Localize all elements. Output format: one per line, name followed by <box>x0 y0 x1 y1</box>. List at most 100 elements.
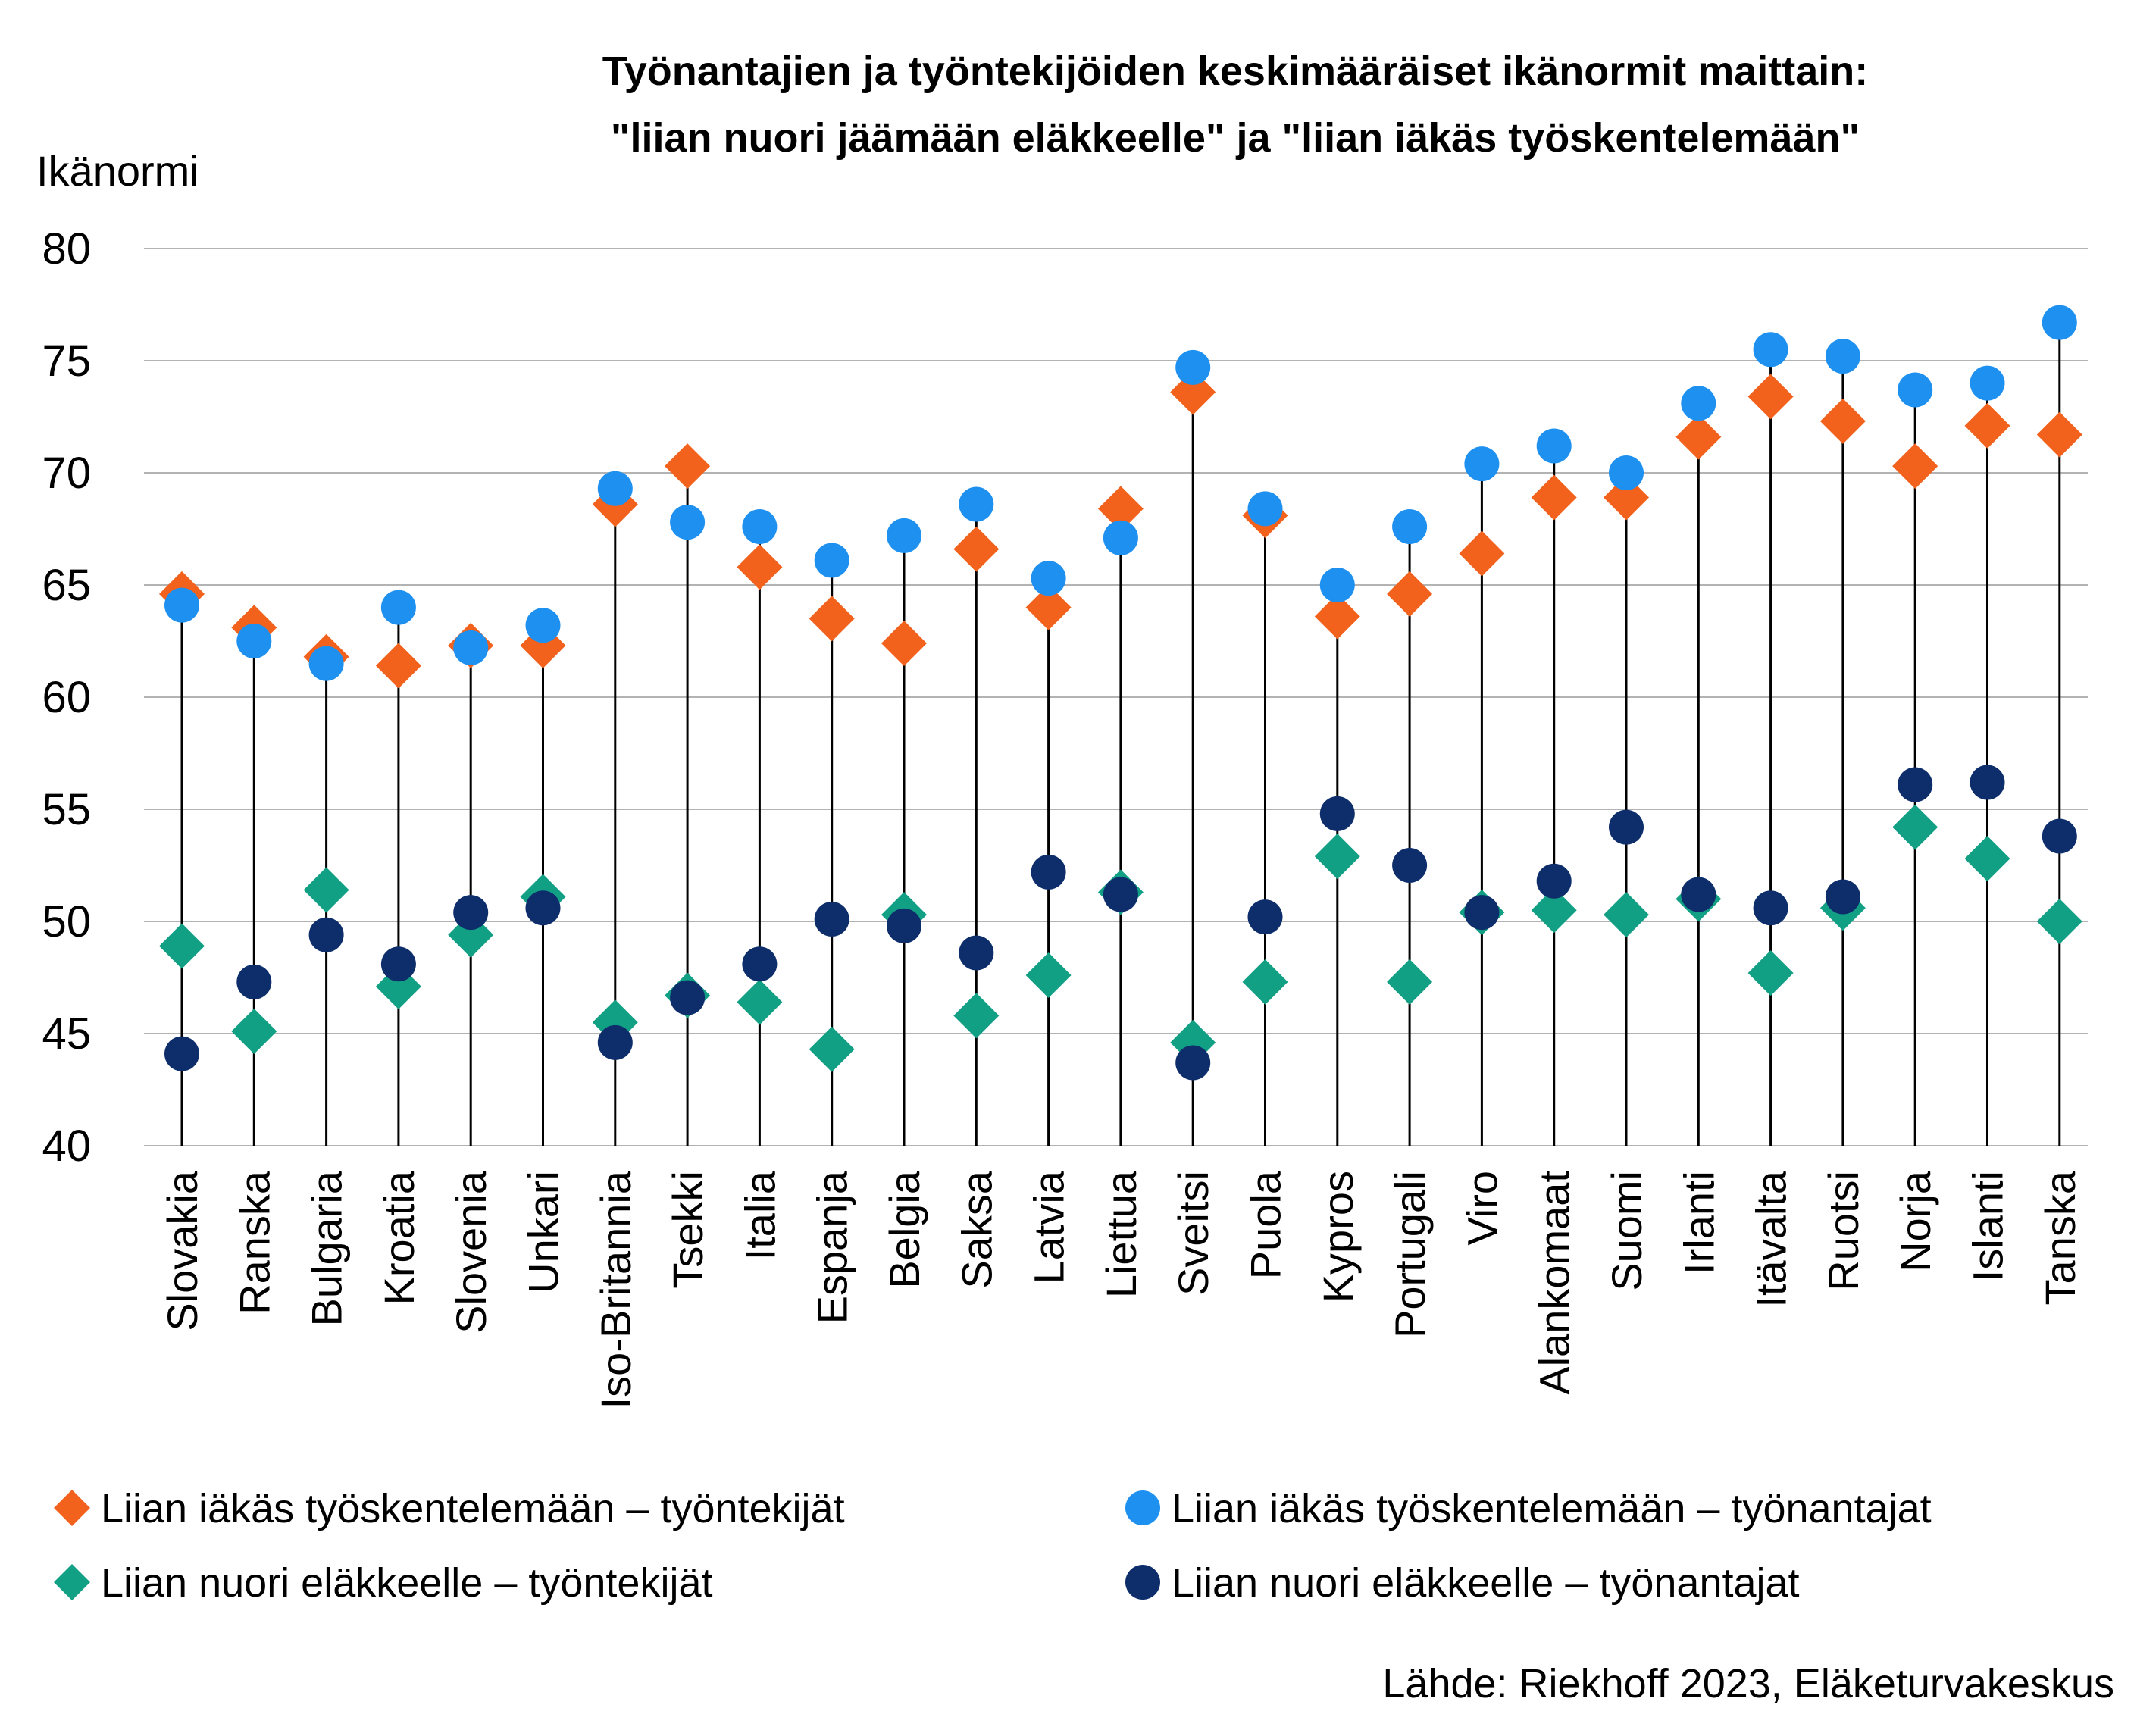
data-point <box>1031 854 1066 890</box>
x-tick-label: Latvia <box>1025 1170 1073 1284</box>
y-tick-label: 45 <box>42 1009 91 1059</box>
y-tick-label: 80 <box>42 224 91 274</box>
data-point <box>1753 332 1788 368</box>
data-point <box>881 620 927 666</box>
data-point <box>1747 374 1794 420</box>
data-point <box>525 608 561 643</box>
legend-label: Liian nuori eläkkeelle – työnantajat <box>1172 1560 1800 1606</box>
data-point <box>1464 895 1500 931</box>
source-note: Lähde: Riekhoff 2023, Eläketurvakeskus <box>1382 1661 2114 1706</box>
data-point <box>2036 411 2082 458</box>
data-point <box>453 630 489 665</box>
data-point <box>1025 952 1072 999</box>
data-point <box>1319 568 1355 602</box>
data-point <box>375 643 421 689</box>
data-point <box>959 486 994 522</box>
data-point <box>1097 486 1144 532</box>
data-point <box>236 964 272 999</box>
data-point <box>597 1024 633 1060</box>
chart-title: Työnantajien ja työntekijöiden keskimäär… <box>602 48 1869 161</box>
data-point <box>1898 372 1933 408</box>
x-tick-label: Viro <box>1458 1171 1506 1246</box>
y-axis-label: Ikänormi <box>36 147 199 195</box>
data-point <box>814 543 849 578</box>
data-point <box>1464 446 1500 482</box>
y-tick-label: 60 <box>42 673 91 722</box>
x-tick-label: Bulgaria <box>303 1170 351 1326</box>
data-point <box>737 979 783 1025</box>
x-tick-label: Unkari <box>520 1171 568 1293</box>
data-point <box>1681 877 1716 912</box>
x-tick-label: Italia <box>736 1170 784 1260</box>
chart-title-line-1: Työnantajien ja työntekijöiden keskimäär… <box>602 48 1869 94</box>
data-point <box>2042 818 2077 854</box>
y-tick-label: 50 <box>42 897 91 946</box>
y-tick-labels: 40 45 50 55 60 65 70 75 80 <box>42 224 91 1171</box>
data-point <box>1536 428 1572 464</box>
legend-marker <box>1125 1490 1160 1525</box>
data-point <box>742 946 778 982</box>
data-point <box>814 902 849 937</box>
x-tick-label: Kypros <box>1314 1171 1362 1303</box>
data-markers <box>159 305 2082 1081</box>
data-point <box>1459 530 1505 577</box>
data-point <box>1025 584 1072 630</box>
stem-lines <box>180 322 2061 1146</box>
x-tick-label: Islanti <box>1964 1171 2012 1281</box>
data-point <box>959 935 994 971</box>
legend-marker <box>54 1564 90 1600</box>
data-point <box>164 587 199 623</box>
data-point <box>953 993 1000 1039</box>
data-point <box>1753 890 1788 926</box>
y-tick-label: 70 <box>42 449 91 498</box>
x-tick-label: Suomi <box>1603 1171 1650 1291</box>
data-point <box>1031 561 1066 596</box>
x-tick-label: Belgia <box>881 1170 928 1289</box>
data-point <box>159 923 205 969</box>
data-point <box>1964 836 2010 882</box>
data-point <box>670 505 706 540</box>
y-tick-label: 65 <box>42 561 91 610</box>
data-point <box>1681 386 1716 421</box>
data-point <box>1825 339 1860 374</box>
legend-label: Liian nuori eläkkeelle – työntekijät <box>101 1560 713 1606</box>
data-point <box>1819 398 1866 444</box>
data-point <box>453 895 489 931</box>
legend-marker <box>1125 1565 1160 1600</box>
data-point <box>1536 863 1572 899</box>
data-point <box>1604 474 1649 521</box>
data-point <box>1103 520 1138 555</box>
data-point <box>1242 959 1288 1005</box>
data-point <box>1604 892 1649 938</box>
x-tick-label: Ruotsi <box>1819 1171 1867 1291</box>
data-point <box>737 544 783 590</box>
x-tick-label: Kroatia <box>375 1170 423 1305</box>
data-point <box>742 509 778 545</box>
data-point <box>1747 950 1794 996</box>
data-point <box>809 596 855 642</box>
data-point <box>1964 402 2010 449</box>
x-tick-label: Itävalta <box>1747 1170 1795 1307</box>
data-point <box>1247 491 1283 527</box>
data-point <box>1319 796 1355 831</box>
x-tick-label: Tsekki <box>664 1171 712 1289</box>
x-tick-label: Slovenia <box>447 1170 495 1334</box>
data-point <box>1531 474 1577 521</box>
data-point <box>1609 455 1644 490</box>
data-point <box>1392 848 1428 883</box>
x-tick-label: Slovakia <box>158 1170 206 1331</box>
data-point <box>1892 443 1938 490</box>
data-point <box>1825 879 1860 915</box>
x-tick-label: Sveitsi <box>1169 1171 1217 1296</box>
data-point <box>665 443 711 490</box>
y-tick-label: 40 <box>42 1121 91 1171</box>
data-point <box>308 646 344 681</box>
data-point <box>1170 369 1216 415</box>
data-point <box>380 590 416 625</box>
data-point <box>1892 804 1938 850</box>
data-point <box>1314 834 1360 880</box>
data-point <box>308 917 344 952</box>
data-point <box>1387 959 1433 1005</box>
legend-label: Liian iäkäs työskentelemään – työnantaja… <box>1172 1486 1932 1531</box>
